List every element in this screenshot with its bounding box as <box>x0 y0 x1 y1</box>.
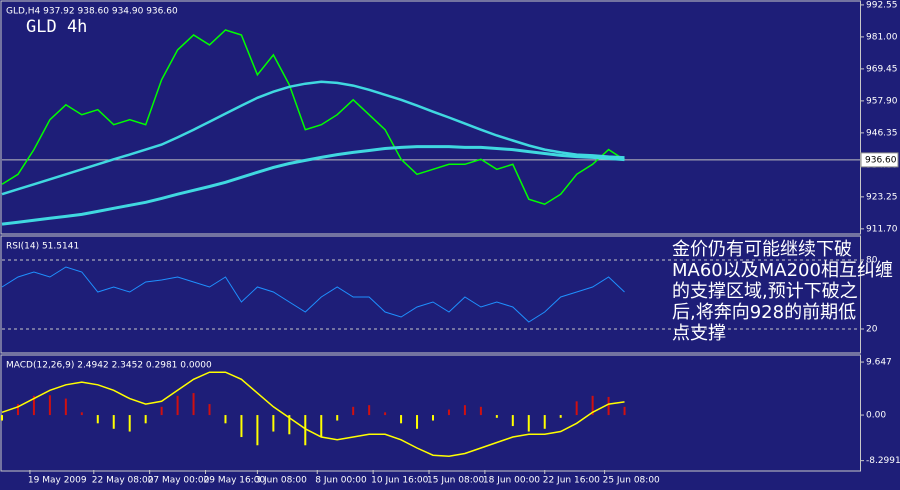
histogram-bar <box>479 406 482 416</box>
x-tick-label: 19 May 2009 <box>28 476 87 486</box>
y-tick-label: 923.25 <box>866 192 898 202</box>
histogram-bar <box>336 415 339 421</box>
x-tick-label: 29 May 16:00 <box>204 476 266 486</box>
y-tick-label: 992.55 <box>866 0 898 10</box>
x-tick-label: 18 Jun 00:00 <box>483 476 540 486</box>
x-tick-label: 22 May 08:00 <box>92 476 154 486</box>
histogram-bar <box>559 415 562 418</box>
histogram-bar <box>144 415 147 424</box>
chart-label: GLD 4h <box>26 17 87 37</box>
histogram-bar <box>32 395 35 416</box>
y-tick-label: 946.35 <box>866 128 898 138</box>
annotation-line: 金价仍有可能继续下破 <box>672 239 852 260</box>
histogram-bar <box>128 415 131 432</box>
panel <box>0 235 861 354</box>
histogram-bar <box>368 405 371 416</box>
histogram-bar <box>607 396 610 416</box>
histogram-bar <box>112 415 115 429</box>
histogram-bar <box>575 401 578 416</box>
histogram-bar <box>463 405 466 416</box>
last-price-label: 936.60 <box>865 155 897 165</box>
series-line <box>1 371 625 458</box>
annotation-line: 点支撑 <box>672 323 726 344</box>
annotation-line: 的支撑区域,预计下破之 <box>672 281 858 302</box>
histogram-bar <box>431 415 434 421</box>
histogram-bar <box>416 415 419 429</box>
x-tick-label: 8 Jun 00:00 <box>315 476 367 486</box>
y-tick-label: 0.00 <box>866 411 886 421</box>
y-tick-label: 9.647 <box>866 358 892 368</box>
last-price-box <box>860 152 899 168</box>
annotation-line: 后,将奔向928的前期低 <box>672 302 856 323</box>
histogram-bar <box>447 409 450 416</box>
histogram-bar <box>80 412 83 416</box>
histogram-bar <box>527 415 530 432</box>
y-tick-label: 969.45 <box>866 64 898 74</box>
histogram-bar <box>256 415 259 446</box>
series-line <box>1 29 625 206</box>
y-tick-label: 957.90 <box>866 96 898 106</box>
histogram-bar <box>591 395 594 416</box>
y-tick-label: 80 <box>866 256 878 266</box>
panel-title: GLD,H4 937.92 938.60 934.90 936.60 <box>6 7 178 17</box>
x-tick-label: 15 Jun 08:00 <box>427 476 484 486</box>
x-tick-label: 27 May 00:00 <box>148 476 210 486</box>
histogram-bar <box>352 406 355 416</box>
histogram-bar <box>16 404 19 416</box>
series-line <box>1 266 625 323</box>
histogram-bar <box>240 415 243 438</box>
y-tick-label: 981.00 <box>866 32 898 42</box>
histogram-bar <box>272 415 275 432</box>
panel <box>0 354 861 472</box>
histogram-bar <box>176 395 179 416</box>
histogram-bar <box>96 415 99 424</box>
histogram-bar <box>304 415 307 446</box>
histogram-bar <box>320 415 323 438</box>
histogram-bar <box>511 415 514 427</box>
x-tick-label: 10 Jun 16:00 <box>371 476 428 486</box>
histogram-bar <box>495 415 498 418</box>
histogram-bar <box>224 415 227 424</box>
histogram-bar <box>160 406 163 416</box>
series-line <box>1 145 625 226</box>
y-tick-label: 911.70 <box>866 224 898 234</box>
histogram-bar <box>400 415 403 424</box>
histogram-bar <box>543 415 546 429</box>
histogram-bar <box>192 393 195 416</box>
series-line <box>1 80 625 196</box>
histogram-bar <box>384 412 387 416</box>
histogram-bar <box>288 415 291 435</box>
histogram-bar <box>1 415 3 421</box>
x-tick-label: 3 Jun 08:00 <box>255 476 307 486</box>
x-tick-label: 25 Jun 08:00 <box>603 476 660 486</box>
panel-title: RSI(14) 51.5141 <box>6 242 79 252</box>
histogram-bar <box>623 406 626 416</box>
histogram-bar <box>64 398 67 416</box>
y-tick-label: -8.2991 <box>866 456 900 466</box>
x-tick-label: 22 Jun 16:00 <box>543 476 600 486</box>
panel-title: MACD(12,26,9) 2.4942 2.3452 0.2981 0.000… <box>6 361 212 371</box>
annotation-line: MA60以及MA200相互纠缠 <box>672 260 893 281</box>
y-tick-label: 20 <box>866 325 878 335</box>
panel <box>0 0 861 235</box>
histogram-bar <box>208 404 211 416</box>
histogram-bar <box>48 395 51 416</box>
